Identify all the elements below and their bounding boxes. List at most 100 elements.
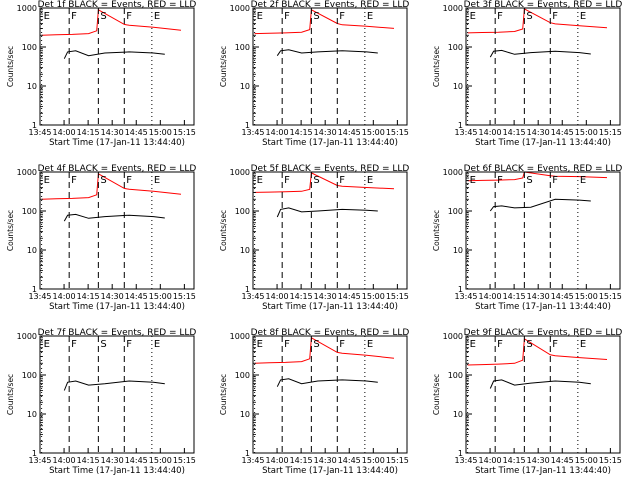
marker-label: S [526, 11, 532, 22]
plot-frame [252, 7, 408, 126]
x-tick-label: 14:00 [266, 456, 289, 465]
x-tick-label: 14:15 [77, 292, 100, 301]
x-tick-label: 15:15 [599, 292, 622, 301]
x-tick-label: 15:00 [362, 128, 385, 137]
marker-label: S [100, 339, 106, 350]
panel-title: Det 8f BLACK = Events, RED = LLD [251, 328, 410, 338]
marker-label: E [154, 339, 160, 350]
x-tick-label: 13:45 [241, 456, 264, 465]
x-tick-label: 14:45 [551, 292, 574, 301]
x-tick-label: 13:45 [28, 128, 51, 137]
y-tick-label: 1 [245, 285, 250, 294]
x-tick-label: 14:00 [479, 128, 502, 137]
lld-rate-line [254, 9, 395, 35]
marker-label: E [470, 175, 476, 186]
panel-title: Det 9f BLACK = Events, RED = LLD [464, 328, 623, 338]
y-tick-label: 10 [240, 82, 250, 91]
x-tick-label: 14:45 [551, 456, 574, 465]
y-axis-label: Counts/sec [219, 374, 228, 415]
x-tick-label: 15:00 [149, 128, 172, 137]
y-axis-label: Counts/sec [432, 374, 441, 415]
x-tick-label: 14:30 [101, 128, 124, 137]
x-tick-label: 14:00 [53, 292, 76, 301]
x-tick-label: 14:00 [266, 292, 289, 301]
marker-label: S [526, 339, 532, 350]
x-tick-label: 14:15 [77, 456, 100, 465]
x-tick-label: 13:45 [454, 292, 477, 301]
marker-label: E [367, 11, 373, 22]
y-tick-label: 10 [453, 82, 463, 91]
y-axis-label: Counts/sec [219, 210, 228, 251]
panel-title: Det 1f BLACK = Events, RED = LLD [38, 0, 197, 10]
marker-label: E [580, 11, 586, 22]
x-tick-label: 15:15 [599, 456, 622, 465]
events-rate-line [489, 379, 591, 389]
y-tick-label: 1000 [443, 4, 463, 13]
x-tick-label: 15:00 [362, 292, 385, 301]
y-tick-label: 1 [245, 449, 250, 458]
panel-title: Det 6f BLACK = Events, RED = LLD [464, 164, 623, 174]
events-rate-line [489, 49, 591, 58]
marker-label: E [367, 175, 373, 186]
events-rate-line [276, 49, 378, 56]
x-tick-label: 15:15 [599, 128, 622, 137]
x-axis-label: Start Time (17-Jan-11 13:44:40) [475, 466, 611, 476]
y-axis-label: Counts/sec [219, 46, 228, 87]
detector-panel-6: E F S F E 1 10 100 1000 13:45 14:00 14:15 14:30 14:45… [432, 164, 622, 312]
marker-label: F [552, 339, 558, 350]
marker-label: F [284, 11, 290, 22]
marker-label: S [100, 11, 106, 22]
x-tick-label: 14:15 [290, 456, 313, 465]
y-tick-label: 1000 [17, 168, 37, 177]
x-tick-label: 14:15 [290, 292, 313, 301]
events-rate-line [276, 207, 378, 218]
marker-label: S [526, 175, 532, 186]
y-tick-label: 100 [448, 371, 463, 380]
y-axis-label: Counts/sec [6, 210, 15, 251]
x-tick-label: 15:00 [575, 128, 598, 137]
marker-label: F [284, 339, 290, 350]
marker-label: F [339, 339, 345, 350]
lld-rate-line [254, 172, 395, 193]
x-tick-label: 14:00 [53, 456, 76, 465]
marker-label: F [497, 339, 503, 350]
detector-panel-8: E F S F E 1 10 100 1000 13:45 14:00 14:15 14:30 14:45… [219, 328, 409, 476]
marker-label: E [154, 11, 160, 22]
marker-label: E [154, 175, 160, 186]
x-tick-label: 15:15 [173, 128, 196, 137]
x-tick-label: 14:15 [77, 128, 100, 137]
marker-label: E [44, 11, 50, 22]
y-tick-label: 10 [27, 410, 37, 419]
x-tick-label: 15:00 [575, 456, 598, 465]
y-tick-label: 100 [22, 43, 37, 52]
y-tick-label: 100 [448, 43, 463, 52]
x-tick-label: 14:15 [503, 128, 526, 137]
x-tick-label: 15:15 [386, 128, 409, 137]
y-tick-label: 100 [235, 207, 250, 216]
panel-title: Det 4f BLACK = Events, RED = LLD [38, 164, 197, 174]
marker-label: F [71, 339, 77, 350]
lld-rate-line [41, 172, 182, 200]
x-tick-label: 14:45 [338, 292, 361, 301]
x-axis-label: Start Time (17-Jan-11 13:44:40) [49, 466, 185, 476]
x-tick-label: 14:15 [290, 128, 313, 137]
marker-label: F [339, 11, 345, 22]
y-tick-label: 10 [240, 410, 250, 419]
y-tick-label: 10 [27, 246, 37, 255]
marker-label: F [126, 175, 132, 186]
marker-label: E [580, 339, 586, 350]
plot-frame [39, 171, 195, 290]
y-tick-label: 1 [32, 121, 37, 130]
marker-label: E [44, 339, 50, 350]
marker-label: E [580, 175, 586, 186]
x-tick-label: 14:30 [101, 456, 124, 465]
x-tick-label: 14:45 [125, 128, 148, 137]
x-tick-label: 13:45 [454, 456, 477, 465]
lld-rate-line [467, 337, 608, 366]
x-tick-label: 14:00 [53, 128, 76, 137]
y-tick-label: 100 [448, 207, 463, 216]
y-tick-label: 1000 [443, 168, 463, 177]
marker-label: F [284, 175, 290, 186]
panel-title: Det 3f BLACK = Events, RED = LLD [464, 0, 623, 10]
